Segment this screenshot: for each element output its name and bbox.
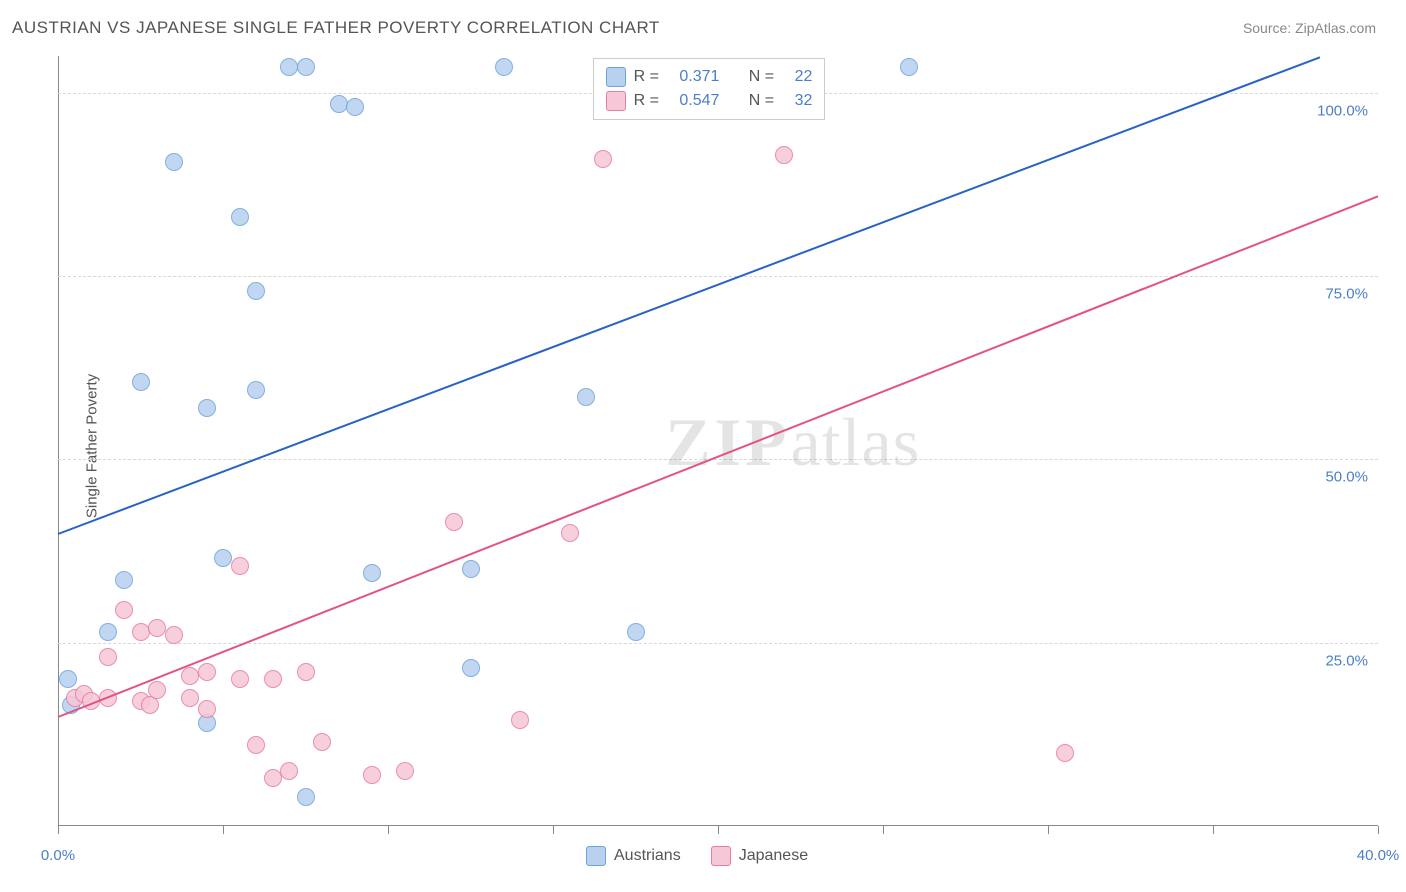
scatter-point-austrians [132,373,150,391]
x-tick [58,826,59,834]
scatter-point-austrians [198,399,216,417]
legend-series-names: Austrians Japanese [586,844,808,868]
scatter-point-austrians [627,623,645,641]
legend-series-label: Austrians [614,844,681,868]
scatter-point-austrians [214,549,232,567]
scatter-point-austrians [462,560,480,578]
scatter-point-japanese [561,524,579,542]
legend-r-value: 0.371 [679,65,719,89]
regression-line-austrians [58,56,1320,535]
scatter-point-austrians [165,153,183,171]
scatter-point-austrians [99,623,117,641]
scatter-point-austrians [59,670,77,688]
scatter-point-japanese [594,150,612,168]
y-tick-label: 75.0% [1325,286,1368,303]
x-tick [1213,826,1214,834]
scatter-point-austrians [297,788,315,806]
x-tick-label: 0.0% [41,847,75,864]
scatter-point-austrians [297,58,315,76]
x-tick [223,826,224,834]
scatter-point-austrians [346,98,364,116]
x-tick [718,826,719,834]
scatter-point-japanese [280,762,298,780]
scatter-point-japanese [511,711,529,729]
legend-r-label: R = [634,89,659,113]
scatter-point-japanese [775,146,793,164]
legend-r-value: 0.547 [679,89,719,113]
y-tick-label: 25.0% [1325,652,1368,669]
legend-series-label: Japanese [739,844,808,868]
watermark: ZIPatlas [665,403,920,482]
scatter-point-japanese [231,557,249,575]
scatter-point-austrians [900,58,918,76]
legend-series-item: Japanese [711,844,808,868]
scatter-point-japanese [445,513,463,531]
scatter-point-japanese [231,670,249,688]
scatter-point-austrians [330,95,348,113]
scatter-point-austrians [247,381,265,399]
x-tick [388,826,389,834]
x-tick [1048,826,1049,834]
scatter-point-austrians [280,58,298,76]
scatter-point-japanese [313,733,331,751]
scatter-point-japanese [396,762,414,780]
scatter-point-austrians [495,58,513,76]
scatter-point-austrians [115,571,133,589]
scatter-point-japanese [264,670,282,688]
legend-stats-row: R = 0.547 N = 32 [606,89,813,113]
legend-n-value: 32 [795,89,813,113]
source-credit: Source: ZipAtlas.com [1243,20,1376,36]
legend-n-label: N = [749,89,774,113]
source-prefix: Source: [1243,20,1295,36]
scatter-point-japanese [198,700,216,718]
legend-r-label: R = [634,65,659,89]
scatter-point-japanese [148,619,166,637]
scatter-point-japanese [1056,744,1074,762]
scatter-point-japanese [132,623,150,641]
x-tick [1378,826,1379,834]
scatter-point-japanese [181,689,199,707]
scatter-point-japanese [115,601,133,619]
chart-title: AUSTRIAN VS JAPANESE SINGLE FATHER POVER… [12,18,660,38]
gridline-h [58,276,1378,277]
x-tick-label: 40.0% [1357,847,1400,864]
chart-plot-area: 25.0%50.0%75.0%100.0%0.0%40.0%ZIPatlasR … [58,56,1378,826]
scatter-point-austrians [363,564,381,582]
scatter-point-austrians [462,659,480,677]
legend-series-item: Austrians [586,844,681,868]
scatter-point-japanese [181,667,199,685]
scatter-point-japanese [247,736,265,754]
legend-n-label: N = [749,65,774,89]
gridline-h [58,643,1378,644]
scatter-point-austrians [231,208,249,226]
scatter-point-japanese [148,681,166,699]
regression-line-japanese [58,195,1379,718]
legend-swatch [586,846,606,866]
x-tick [883,826,884,834]
scatter-point-japanese [264,769,282,787]
y-axis-line [58,56,59,826]
y-tick-label: 100.0% [1317,102,1368,119]
legend-swatch [606,67,626,87]
scatter-point-austrians [247,282,265,300]
legend-swatch [711,846,731,866]
source-name: ZipAtlas.com [1295,20,1376,36]
scatter-point-japanese [297,663,315,681]
legend-stats-box: R = 0.371 N = 22R = 0.547 N = 32 [593,58,826,120]
scatter-point-japanese [363,766,381,784]
legend-stats-row: R = 0.371 N = 22 [606,65,813,89]
scatter-point-japanese [198,663,216,681]
legend-n-value: 22 [795,65,813,89]
scatter-point-austrians [577,388,595,406]
x-tick [553,826,554,834]
legend-swatch [606,91,626,111]
scatter-point-japanese [99,648,117,666]
y-tick-label: 50.0% [1325,469,1368,486]
scatter-point-japanese [165,626,183,644]
